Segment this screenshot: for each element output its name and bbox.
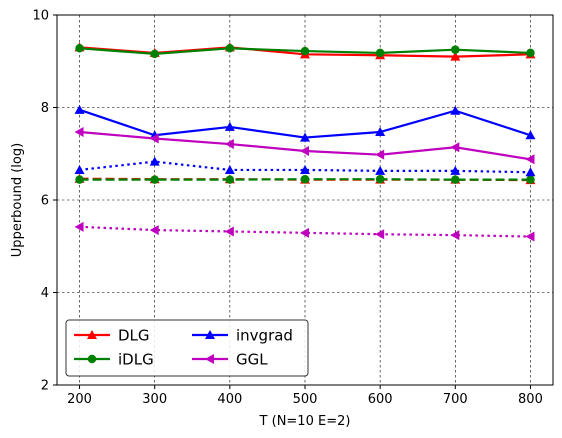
- data-point: [375, 127, 386, 137]
- x-tick-label: 300: [142, 392, 167, 407]
- legend-marker: [87, 354, 97, 364]
- legend-label: iDLG: [118, 351, 154, 369]
- legend-label: invgrad: [236, 327, 293, 345]
- legend-box: [65, 319, 309, 377]
- data-point: [150, 175, 159, 184]
- x-tick-label: 700: [443, 392, 468, 407]
- data-point: [450, 230, 460, 241]
- data-point: [526, 175, 535, 184]
- series-unlabeled-7: [74, 221, 535, 242]
- data-point: [300, 227, 309, 238]
- data-point: [450, 142, 460, 153]
- y-tick-label: 4: [41, 286, 49, 301]
- data-point: [149, 156, 160, 166]
- data-point: [224, 121, 235, 131]
- series-group: [74, 42, 536, 242]
- data-point: [450, 51, 461, 61]
- data-point: [150, 49, 159, 59]
- data-point: [300, 174, 310, 184]
- series-ggl: [74, 127, 535, 165]
- grid: [57, 14, 553, 386]
- legend-entry: GGL: [192, 351, 268, 369]
- data-point: [525, 167, 536, 177]
- series-unlabeled-5: [75, 174, 535, 184]
- data-point: [375, 165, 386, 175]
- x-tick-label: 500: [293, 392, 318, 407]
- x-tick-label: 800: [518, 392, 543, 407]
- data-point: [75, 175, 84, 184]
- data-point: [450, 165, 461, 175]
- y-tick-label: 10: [32, 9, 49, 24]
- data-point: [375, 174, 385, 184]
- data-point: [451, 175, 460, 184]
- data-point: [224, 226, 234, 237]
- x-tick-label: 400: [217, 392, 242, 407]
- axes: 200 300 400 500 600 700 800 2 4 6 8 10: [32, 9, 554, 407]
- legend-label: DLG: [118, 327, 150, 345]
- data-point: [375, 48, 385, 58]
- data-point: [525, 130, 536, 140]
- data-point: [74, 104, 85, 114]
- y-tick-label: 8: [41, 101, 49, 116]
- x-tick-label: 200: [67, 392, 92, 407]
- legend-label: GGL: [236, 351, 268, 369]
- legend-entry: iDLG: [74, 351, 154, 369]
- series-idlg: [75, 44, 535, 59]
- data-point: [74, 164, 85, 174]
- y-tick-label: 2: [41, 379, 49, 394]
- data-point: [74, 127, 84, 138]
- data-point: [224, 164, 235, 174]
- series-unlabeled-6: [74, 156, 536, 177]
- data-point: [224, 139, 234, 150]
- data-point: [525, 154, 535, 165]
- data-point: [149, 133, 159, 144]
- legend-marker: [205, 330, 215, 339]
- x-tick-label: 600: [368, 392, 393, 407]
- data-point: [300, 46, 310, 56]
- legend-entry: DLG: [74, 327, 150, 345]
- data-point: [225, 175, 235, 184]
- legend: DLG iDLG invgrad GGL: [65, 319, 309, 377]
- y-axis-title: Upperbound (log): [10, 143, 25, 257]
- legend-entry: invgrad: [192, 327, 293, 345]
- data-point: [525, 231, 535, 242]
- data-point: [375, 229, 385, 240]
- data-point: [450, 105, 461, 115]
- y-tick-label: 6: [41, 194, 49, 209]
- data-point: [149, 225, 159, 236]
- data-point: [300, 164, 310, 174]
- data-point: [375, 149, 385, 160]
- data-point: [526, 48, 535, 58]
- x-axis-title: T (N=10 E=2): [259, 414, 351, 429]
- series-invgrad: [74, 104, 536, 142]
- legend-marker: [87, 330, 97, 339]
- data-point: [74, 221, 84, 232]
- data-point: [451, 45, 460, 54]
- legend-marker: [205, 354, 214, 364]
- data-point: [300, 145, 309, 156]
- data-point: [300, 132, 310, 142]
- data-point: [75, 44, 84, 53]
- data-point: [225, 44, 235, 53]
